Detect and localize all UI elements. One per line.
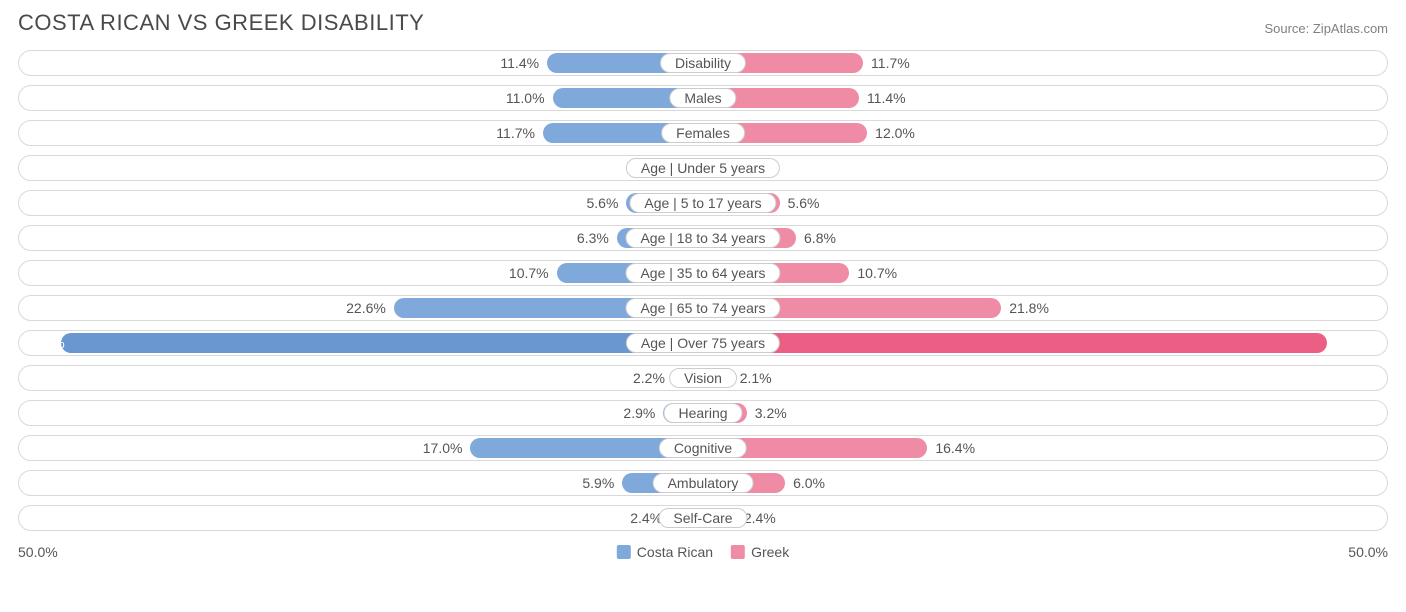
value-left: 11.7% — [496, 121, 535, 145]
value-left: 5.6% — [586, 191, 618, 215]
category-label: Hearing — [663, 403, 742, 423]
row-left-half: 5.6% — [19, 191, 703, 215]
value-left: 5.9% — [582, 471, 614, 495]
category-label: Cognitive — [659, 438, 747, 458]
value-left: 11.4% — [500, 51, 539, 75]
chart-bottom: 50.0% Costa Rican Greek 50.0% — [18, 540, 1388, 564]
bar-right — [703, 333, 1327, 353]
row-left-half: 2.2% — [19, 366, 703, 390]
chart-row: 5.9% 6.0% Ambulatory — [18, 470, 1388, 496]
value-left: 10.7% — [509, 261, 549, 285]
value-left: 11.0% — [506, 86, 545, 110]
value-right: 11.7% — [871, 51, 910, 75]
row-left-half: 6.3% — [19, 226, 703, 250]
value-left: 2.9% — [623, 401, 655, 425]
chart-title: COSTA RICAN VS GREEK DISABILITY — [18, 10, 424, 36]
category-label: Age | 18 to 34 years — [625, 228, 780, 248]
category-label: Disability — [660, 53, 746, 73]
legend-swatch-left — [617, 545, 631, 559]
value-right: 6.0% — [793, 471, 825, 495]
chart-row: 1.4%1.5%Age | Under 5 years — [18, 155, 1388, 181]
row-right-half: 6.8% — [703, 226, 1387, 250]
row-left-half: 1.4% — [19, 156, 703, 180]
chart-row: 2.9% 3.2% Hearing — [18, 400, 1388, 426]
row-right-half: 21.8% — [703, 296, 1387, 320]
row-right-half: 10.7% — [703, 261, 1387, 285]
row-left-half: 22.6% — [19, 296, 703, 320]
row-left-half: 2.9% — [19, 401, 703, 425]
row-right-half: 5.6% — [703, 191, 1387, 215]
value-left: 2.2% — [633, 366, 665, 390]
chart-header: COSTA RICAN VS GREEK DISABILITY Source: … — [0, 0, 1406, 40]
legend: Costa Rican Greek — [617, 544, 789, 560]
category-label: Age | Under 5 years — [626, 158, 780, 178]
row-left-half: 2.4% — [19, 506, 703, 530]
value-right: 2.4% — [744, 506, 776, 530]
category-label: Age | 35 to 64 years — [625, 263, 780, 283]
value-right: 21.8% — [1009, 296, 1049, 320]
category-label: Females — [661, 123, 745, 143]
row-right-half: 3.2% — [703, 401, 1387, 425]
row-left-half: 5.9% — [19, 471, 703, 495]
row-left-half: 10.7% — [19, 261, 703, 285]
legend-swatch-right — [731, 545, 745, 559]
category-label: Age | 65 to 74 years — [625, 298, 780, 318]
chart-row: 11.4% 11.7% Disability — [18, 50, 1388, 76]
row-right-half: 45.6% — [703, 331, 1387, 355]
legend-item-left: Costa Rican — [617, 544, 713, 560]
value-left: 46.9% — [25, 331, 65, 355]
row-left-half: 17.0% — [19, 436, 703, 460]
row-right-half: 1.5% — [703, 156, 1387, 180]
chart-row: 6.3% 6.8% Age | 18 to 34 years — [18, 225, 1388, 251]
category-label: Self-Care — [658, 508, 747, 528]
value-left: 22.6% — [346, 296, 386, 320]
chart-row: 10.7% 10.7% Age | 35 to 64 years — [18, 260, 1388, 286]
chart-row: 22.6% 21.8% Age | 65 to 74 years — [18, 295, 1388, 321]
value-right: 6.8% — [804, 226, 836, 250]
chart-row: 17.0% 16.4% Cognitive — [18, 435, 1388, 461]
category-label: Ambulatory — [653, 473, 754, 493]
row-right-half: 6.0% — [703, 471, 1387, 495]
row-left-half: 11.4% — [19, 51, 703, 75]
row-right-half: 11.4% — [703, 86, 1387, 110]
bar-left — [61, 333, 703, 353]
chart-area: 11.4% 11.7% Disability 11.0% 11.4% Males 11.7%… — [18, 50, 1388, 531]
chart-row: 46.9% 45.6% Age | Over 75 years — [18, 330, 1388, 356]
value-right: 2.1% — [740, 366, 772, 390]
row-right-half: 11.7% — [703, 51, 1387, 75]
chart-row: 11.0% 11.4% Males — [18, 85, 1388, 111]
category-label: Age | Over 75 years — [626, 333, 780, 353]
row-left-half: 11.7% — [19, 121, 703, 145]
category-label: Vision — [669, 368, 737, 388]
chart-row: 5.6% 5.6% Age | 5 to 17 years — [18, 190, 1388, 216]
axis-left-max: 50.0% — [18, 544, 58, 560]
category-label: Age | 5 to 17 years — [629, 193, 776, 213]
row-right-half: 2.1% — [703, 366, 1387, 390]
legend-item-right: Greek — [731, 544, 789, 560]
axis-right-max: 50.0% — [1348, 544, 1388, 560]
row-right-half: 2.4% — [703, 506, 1387, 530]
legend-label-left: Costa Rican — [637, 544, 713, 560]
chart-row: 2.4% 2.4%Self-Care — [18, 505, 1388, 531]
row-left-half: 11.0% — [19, 86, 703, 110]
value-right: 3.2% — [755, 401, 787, 425]
legend-label-right: Greek — [751, 544, 789, 560]
value-right: 5.6% — [788, 191, 820, 215]
chart-source: Source: ZipAtlas.com — [1264, 21, 1388, 36]
chart-row: 2.2% 2.1%Vision — [18, 365, 1388, 391]
row-left-half: 46.9% — [19, 331, 703, 355]
category-label: Males — [669, 88, 736, 108]
value-right: 16.4% — [935, 436, 975, 460]
value-right: 12.0% — [875, 121, 915, 145]
row-right-half: 12.0% — [703, 121, 1387, 145]
value-right: 45.6% — [1341, 331, 1381, 355]
chart-row: 11.7% 12.0% Females — [18, 120, 1388, 146]
value-left: 2.4% — [630, 506, 662, 530]
row-right-half: 16.4% — [703, 436, 1387, 460]
value-right: 10.7% — [857, 261, 897, 285]
value-left: 17.0% — [423, 436, 463, 460]
value-left: 6.3% — [577, 226, 609, 250]
value-right: 11.4% — [867, 86, 906, 110]
